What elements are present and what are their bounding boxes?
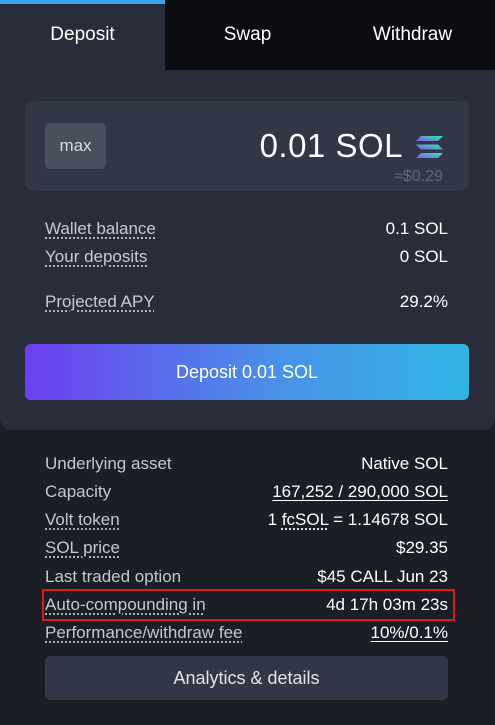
highlight-box — [42, 589, 455, 621]
sol-price-label[interactable]: SOL price — [45, 538, 120, 557]
fee-value[interactable]: 10%/0.1% — [370, 623, 449, 642]
volt-token-symbol[interactable]: fcSOL — [281, 510, 329, 529]
sol-price-value: $29.35 — [396, 538, 448, 557]
wallet-balance-value: 0.1 SOL — [385, 219, 448, 238]
projected-apy-row: Projected APY 29.2% — [45, 292, 448, 312]
analytics-details-button[interactable]: Analytics & details — [45, 656, 448, 700]
wallet-balance-label[interactable]: Wallet balance — [45, 219, 156, 238]
sol-price-row: SOL price $29.35 — [45, 538, 448, 558]
fee-row: Performance/withdraw fee 10%/0.1% — [45, 623, 448, 643]
capacity-row: Capacity 167,252 / 290,000 SOL — [45, 482, 448, 502]
underlying-asset-value: Native SOL — [361, 454, 448, 473]
fee-label[interactable]: Performance/withdraw fee — [45, 623, 243, 642]
tab-swap[interactable]: Swap — [223, 24, 272, 45]
amount-input-box[interactable]: max 0.01 SOL ≈$0.29 — [25, 101, 469, 191]
volt-token-prefix: 1 — [267, 510, 282, 529]
deposit-button[interactable]: Deposit 0.01 SOL — [25, 344, 469, 400]
volt-token-row: Volt token 1 fcSOL = 1.14678 SOL — [45, 510, 448, 530]
volt-token-rate: = 1.14678 SOL — [328, 510, 448, 529]
amount-input[interactable]: 0.01 SOL — [259, 127, 403, 164]
volt-token-value: 1 fcSOL = 1.14678 SOL — [268, 510, 448, 530]
capacity-value[interactable]: 167,252 / 290,000 SOL — [272, 482, 448, 501]
underlying-asset-row: Underlying asset Native SOL — [45, 454, 448, 474]
your-deposits-value: 0 SOL — [399, 247, 448, 266]
underlying-asset-label: Underlying asset — [45, 454, 172, 473]
wallet-balance-row: Wallet balance 0.1 SOL — [45, 219, 448, 239]
amount-usd-value: ≈$0.29 — [394, 168, 443, 185]
auto-compounding-row: Auto-compounding in 4d 17h 03m 23s — [45, 595, 448, 615]
volt-token-label[interactable]: Volt token — [45, 510, 120, 529]
last-traded-option-label: Last traded option — [45, 567, 182, 586]
auto-compounding-countdown: 4d 17h 03m 23s — [326, 595, 448, 614]
last-traded-option-row: Last traded option $45 CALL Jun 23 — [45, 567, 448, 587]
your-deposits-row: Your deposits 0 SOL — [45, 247, 448, 267]
auto-compounding-label[interactable]: Auto-compounding in — [45, 595, 206, 614]
tab-deposit[interactable]: Deposit — [0, 0, 165, 70]
solana-logo-icon — [416, 136, 443, 158]
deposit-panel: max 0.01 SOL ≈$0.29 Wallet balance 0.1 S… — [0, 70, 495, 430]
tab-withdraw[interactable]: Withdraw — [372, 24, 453, 45]
your-deposits-label[interactable]: Your deposits — [45, 247, 148, 266]
projected-apy-value: 29.2% — [399, 292, 448, 311]
capacity-label: Capacity — [45, 482, 112, 501]
projected-apy-label[interactable]: Projected APY — [45, 292, 155, 311]
last-traded-option-value: $45 CALL Jun 23 — [317, 567, 448, 586]
max-button[interactable]: max — [45, 123, 106, 169]
tab-bar: Deposit Swap Withdraw — [0, 0, 495, 70]
